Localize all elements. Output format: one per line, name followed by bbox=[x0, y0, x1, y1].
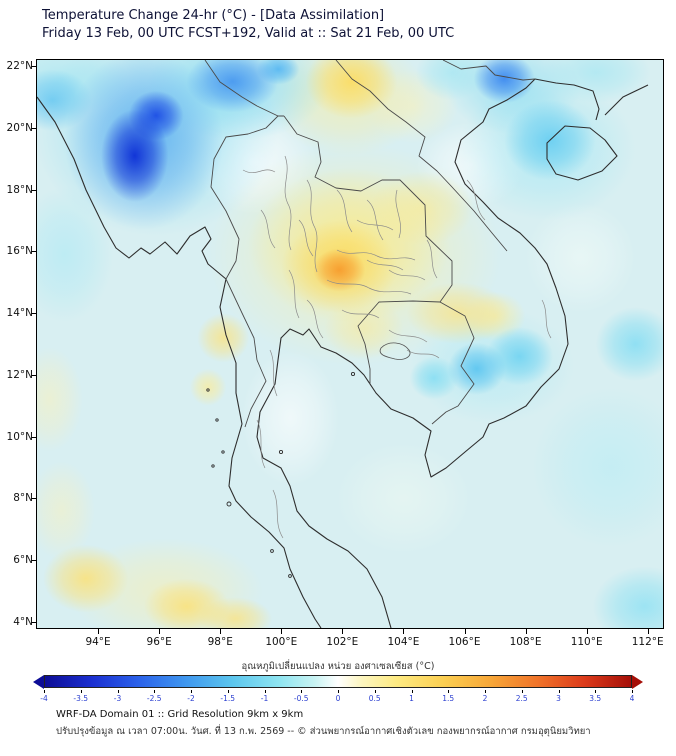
x-tick-label: 106°E bbox=[448, 636, 481, 648]
x-tick-label: 108°E bbox=[509, 636, 542, 648]
colorbar-tick-mark bbox=[117, 690, 119, 693]
colorbar-tick-mark bbox=[632, 690, 633, 693]
x-tick-mark bbox=[403, 628, 405, 634]
x-tick-label: 94°E bbox=[85, 636, 111, 648]
temperature-field bbox=[37, 60, 663, 628]
colorbar-tick-mark bbox=[154, 690, 156, 693]
colorbar-tick-label: -4 bbox=[40, 694, 48, 703]
x-tick-label: 98°E bbox=[207, 636, 233, 648]
x-tick-label: 100°E bbox=[265, 636, 298, 648]
page-title: Temperature Change 24-hr (°C) - [Data As… bbox=[42, 8, 385, 23]
colorbar-tick-mark bbox=[374, 690, 376, 693]
colorbar-tick-mark bbox=[80, 690, 82, 693]
colorbar-tick-label: 2 bbox=[482, 694, 488, 703]
colorbar-left-arrow bbox=[33, 675, 44, 689]
island-dots bbox=[206, 371, 356, 578]
colorbar-tick-label: -2.5 bbox=[146, 694, 162, 703]
x-tick-label: 110°E bbox=[570, 636, 603, 648]
x-tick-mark bbox=[220, 628, 222, 634]
colorbar-tick-label: 4 bbox=[629, 694, 635, 703]
x-tick-mark bbox=[159, 628, 161, 634]
colorbar-tick-mark bbox=[595, 690, 597, 693]
colorbar-tick-label: 1 bbox=[409, 694, 414, 703]
x-tick-mark bbox=[98, 628, 100, 634]
domain-info: WRF-DA Domain 01 :: Grid Resolution 9km … bbox=[56, 709, 304, 720]
colorbar-tick-mark bbox=[558, 690, 560, 693]
colorbar-tick-label: -0.5 bbox=[293, 694, 309, 703]
colorbar-tick-mark bbox=[227, 690, 229, 693]
y-tick-label: 16°N bbox=[6, 245, 33, 258]
y-tick-label: 14°N bbox=[6, 307, 33, 320]
colorbar-tick-label: 1.5 bbox=[442, 694, 455, 703]
colorbar-gradient bbox=[44, 675, 632, 688]
colorbar-tick-label: 0 bbox=[335, 694, 341, 703]
colorbar-tick-label: -3.5 bbox=[73, 694, 89, 703]
country-border-paths bbox=[204, 60, 536, 428]
forecast-subtitle: Friday 13 Feb, 00 UTC FCST+192, Valid at… bbox=[42, 26, 455, 42]
colorbar-tick-label: -3 bbox=[113, 694, 122, 703]
y-tick-label: 22°N bbox=[6, 60, 33, 73]
colorbar-tick-label: 3 bbox=[556, 694, 561, 703]
y-tick-label: 12°N bbox=[6, 368, 33, 381]
province-border-paths bbox=[242, 155, 552, 539]
lake-outline bbox=[379, 342, 411, 360]
x-tick-mark bbox=[525, 628, 527, 634]
coastline-paths bbox=[37, 78, 649, 628]
colorbar-right-arrow bbox=[632, 675, 643, 689]
colorbar-label: อุณหภูมิเปลี่ยนแปลง หน่วย องศาเซลเซียส (… bbox=[241, 661, 435, 672]
colorbar-tick-mark bbox=[338, 690, 339, 693]
colorbar-tick-mark bbox=[521, 690, 523, 693]
x-tick-label: 112°E bbox=[631, 636, 664, 648]
colorbar-tick-label: -2 bbox=[187, 694, 195, 703]
colorbar: -4 -3.5 -3 -2.5 -2 -1.5 -1 -0.5 0 0.5 1 1.5 2 2.5 3 3.5… bbox=[33, 675, 643, 703]
colorbar-ticks: -4 -3.5 -3 -2.5 -2 -1.5 -1 -0.5 0 0.5 1 1.5 2 2.5 3 3.5… bbox=[40, 690, 635, 704]
x-tick-mark bbox=[464, 628, 466, 634]
colorbar-tick-mark bbox=[411, 690, 413, 693]
colorbar-tick-mark bbox=[191, 690, 192, 693]
colorbar-tick-label: 2.5 bbox=[515, 694, 528, 703]
x-tick-label: 102°E bbox=[326, 636, 359, 648]
y-tick-label: 10°N bbox=[6, 430, 33, 443]
colorbar-tick-label: -1 bbox=[260, 694, 269, 703]
coastline-overlay bbox=[37, 60, 649, 628]
header: Temperature Change 24-hr (°C) - [Data As… bbox=[42, 7, 454, 43]
x-tick-mark bbox=[647, 628, 649, 634]
map-plot: 22°N 20°N 18°N 16°N 14°N 12°N 10°N 8°N 6°N 4°N 94… bbox=[7, 59, 664, 648]
colorbar-tick-mark bbox=[44, 690, 45, 693]
colorbar-tick-label: 3.5 bbox=[589, 694, 602, 703]
colorbar-tick-label: 0.5 bbox=[368, 694, 381, 703]
colorbar-tick-label: -1.5 bbox=[220, 694, 236, 703]
colorbar-tick-mark bbox=[301, 690, 303, 693]
y-tick-label: 6°N bbox=[13, 554, 33, 567]
x-tick-label: 96°E bbox=[146, 636, 172, 648]
credit-info: ปรับปรุงข้อมูล ณ เวลา 07:00น. วันศ. ที่ … bbox=[56, 726, 591, 737]
colorbar-tick-mark bbox=[485, 690, 486, 693]
y-tick-label: 18°N bbox=[6, 183, 33, 196]
colorbar-tick-mark bbox=[264, 690, 266, 693]
x-tick-mark bbox=[342, 628, 344, 634]
x-tick-label: 104°E bbox=[387, 636, 420, 648]
colorbar-tick-mark bbox=[448, 690, 450, 693]
y-tick-label: 4°N bbox=[13, 615, 33, 628]
x-tick-mark bbox=[586, 628, 588, 634]
y-tick-label: 20°N bbox=[6, 121, 33, 134]
x-tick-mark bbox=[281, 628, 283, 634]
y-tick-label: 8°N bbox=[13, 492, 33, 505]
